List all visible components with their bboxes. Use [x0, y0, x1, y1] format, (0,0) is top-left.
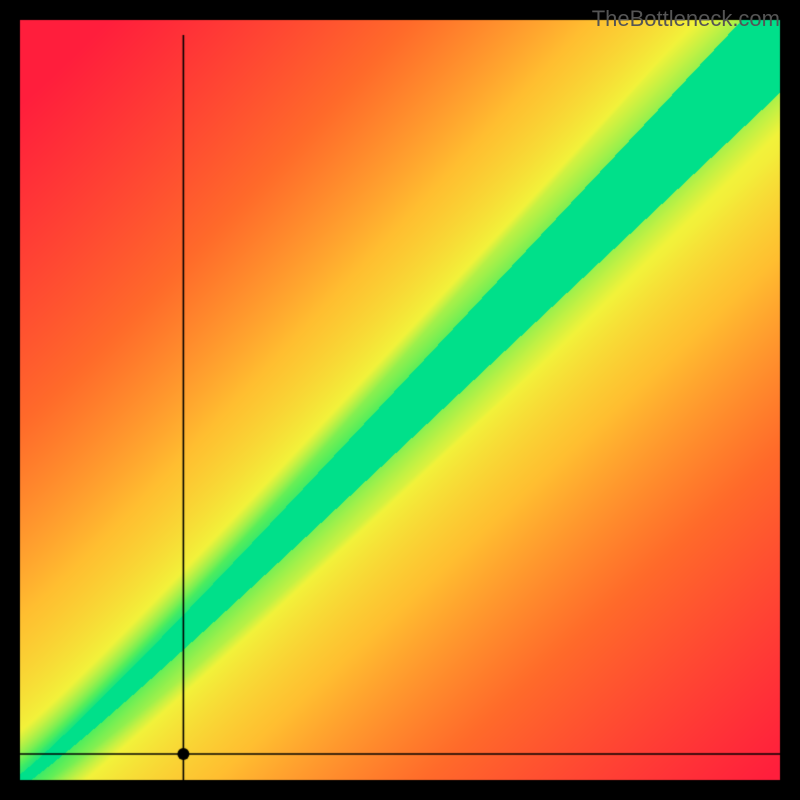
chart-container: TheBottleneck.com — [0, 0, 800, 800]
watermark-text: TheBottleneck.com — [592, 6, 780, 32]
heatmap-canvas — [0, 0, 800, 800]
